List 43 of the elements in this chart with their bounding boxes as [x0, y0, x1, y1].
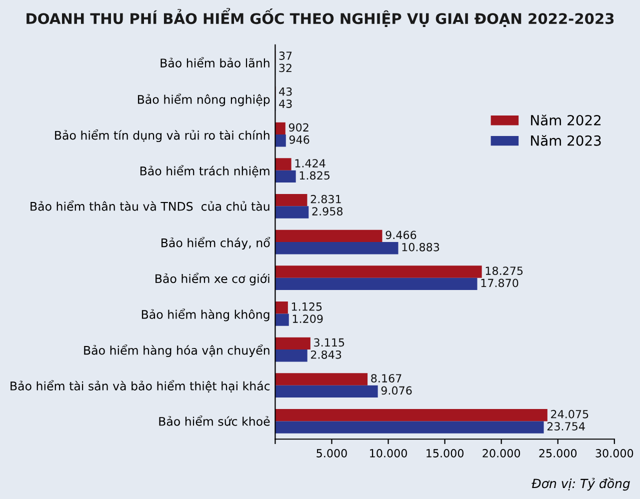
data-label: 3.115 — [314, 338, 344, 347]
data-label: 9.076 — [381, 386, 412, 395]
y-tick-label: Bảo hiểm hàng không — [142, 308, 270, 322]
y-tick-label: Bảo hiểm tín dụng và rủi ro tài chính — [55, 129, 270, 142]
y-tick-label: Bảo hiểm nông nghiệp — [138, 94, 270, 106]
y-tick-label: Bảo hiểm hàng hóa vận chuyển — [84, 344, 270, 358]
data-label: 8.167 — [371, 374, 402, 382]
data-label: 9.466 — [386, 230, 416, 240]
x-tick-label: 25.000 — [539, 449, 577, 458]
legend-label: Năm 2022 — [531, 114, 601, 126]
y-tick-label: Bảo hiểm xe cơ giới — [156, 272, 270, 286]
x-tick-label: 5.000 — [316, 449, 347, 458]
data-label: 17.870 — [481, 278, 518, 288]
data-label: 1.825 — [300, 171, 330, 180]
y-tick-label: Bảo hiểm thân tàu và TNDS của chủ tàu — [30, 200, 270, 211]
y-tick-label: Bảo hiểm cháy, nổ — [162, 236, 270, 250]
data-label: 2.958 — [312, 207, 343, 216]
data-label: 2.843 — [310, 350, 342, 359]
y-tick-label: Bảo hiểm sức khoẻ — [159, 416, 270, 426]
x-tick-label: 15.000 — [426, 449, 464, 458]
data-label: 902 — [288, 123, 308, 132]
chart-title: DOANH THU PHÍ BẢO HIỂM GỐC THEO NGHIỆP VỤ GIAI ĐOẠN 2022-2023 — [26, 8, 614, 27]
y-tick-label: Bảo hiểm trách nhiệm — [140, 165, 270, 178]
data-label: 1.209 — [292, 314, 323, 324]
x-tick-label: 20.000 — [482, 449, 520, 458]
data-label: 37 — [279, 52, 292, 60]
legend-label: Năm 2023 — [531, 135, 601, 146]
text: Đơn vị: Tỷ đồng — [532, 477, 630, 491]
y-tick-label: Bảo hiểm tài sản và bảo hiểm thiệt hại khác — [10, 380, 270, 392]
y-tick-label: Bảo hiểm bảo lãnh — [160, 57, 270, 68]
data-label: 24.075 — [551, 410, 588, 418]
x-tick-label: 10.000 — [370, 449, 407, 458]
data-label: 2.831 — [310, 194, 341, 204]
data-label: 23.754 — [547, 422, 585, 431]
x-tick-label: 30.000 — [596, 449, 634, 458]
data-label: 1.424 — [295, 159, 326, 168]
data-label: 43 — [279, 100, 292, 108]
data-label: 32 — [279, 64, 292, 72]
data-label: 10.883 — [402, 242, 440, 252]
data-label: 43 — [279, 87, 292, 96]
data-label: 1.125 — [292, 302, 322, 311]
data-label: 18.275 — [486, 266, 523, 275]
data-label: 946 — [289, 135, 310, 144]
